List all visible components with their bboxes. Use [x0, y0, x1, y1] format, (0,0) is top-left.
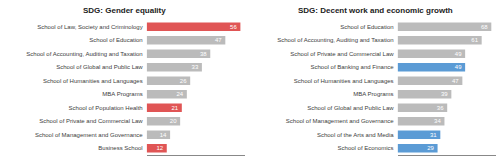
svg-text:34: 34: [434, 118, 441, 124]
svg-text:School of Law, Society and Cri: School of Law, Society and Criminology: [37, 24, 142, 30]
svg-text:24: 24: [177, 91, 184, 97]
svg-text:School of Education: School of Education: [89, 37, 142, 43]
svg-text:14: 14: [160, 132, 167, 138]
svg-text:26: 26: [180, 78, 187, 84]
svg-text:MBA Programs: MBA Programs: [353, 91, 393, 97]
svg-text:School of Banking and Finance: School of Banking and Finance: [311, 64, 395, 70]
svg-text:61: 61: [471, 37, 478, 43]
svg-text:School of Management and Gover: School of Management and Governance: [35, 132, 143, 138]
svg-text:SDG: Decent work and economic: SDG: Decent work and economic growth: [298, 6, 453, 15]
svg-text:21: 21: [171, 105, 178, 111]
svg-text:49: 49: [455, 51, 462, 57]
svg-text:SDG: Gender equality: SDG: Gender equality: [83, 6, 166, 15]
svg-text:33: 33: [192, 64, 199, 70]
svg-text:Business School: Business School: [98, 145, 142, 151]
svg-text:School of the Arts and Media: School of the Arts and Media: [317, 132, 394, 138]
svg-text:School of Population Health: School of Population Health: [69, 105, 143, 111]
svg-text:68: 68: [481, 24, 488, 30]
svg-text:29: 29: [427, 145, 434, 151]
svg-text:39: 39: [441, 91, 448, 97]
svg-text:47: 47: [215, 37, 222, 43]
svg-text:12: 12: [156, 145, 163, 151]
svg-text:School of Accounting, Auditing: School of Accounting, Auditing and Taxat…: [277, 37, 393, 43]
svg-text:School of Education: School of Education: [340, 24, 393, 30]
svg-text:38: 38: [200, 51, 207, 57]
svg-text:20: 20: [170, 118, 177, 124]
svg-text:School of Global and Public La: School of Global and Public Law: [56, 64, 143, 70]
svg-text:School of Economics: School of Economics: [338, 145, 394, 151]
svg-text:31: 31: [430, 132, 437, 138]
svg-text:School of Management and Gover: School of Management and Governance: [286, 118, 394, 124]
svg-text:School of Accounting, Auditing: School of Accounting, Auditing and Taxat…: [26, 51, 142, 57]
svg-text:School of Humanities and Langu: School of Humanities and Languages: [43, 78, 143, 84]
svg-text:School of Private and Commerci: School of Private and Commercial Law: [39, 118, 143, 124]
svg-text:47: 47: [452, 78, 459, 84]
svg-text:36: 36: [437, 105, 444, 111]
svg-text:School of Private and Commerci: School of Private and Commercial Law: [290, 51, 394, 57]
svg-text:School of Humanities and Langu: School of Humanities and Languages: [294, 78, 394, 84]
svg-text:56: 56: [230, 24, 237, 30]
svg-text:49: 49: [455, 64, 462, 70]
svg-text:School of Global and Public La: School of Global and Public Law: [307, 105, 394, 111]
svg-text:MBA Programs: MBA Programs: [102, 91, 142, 97]
